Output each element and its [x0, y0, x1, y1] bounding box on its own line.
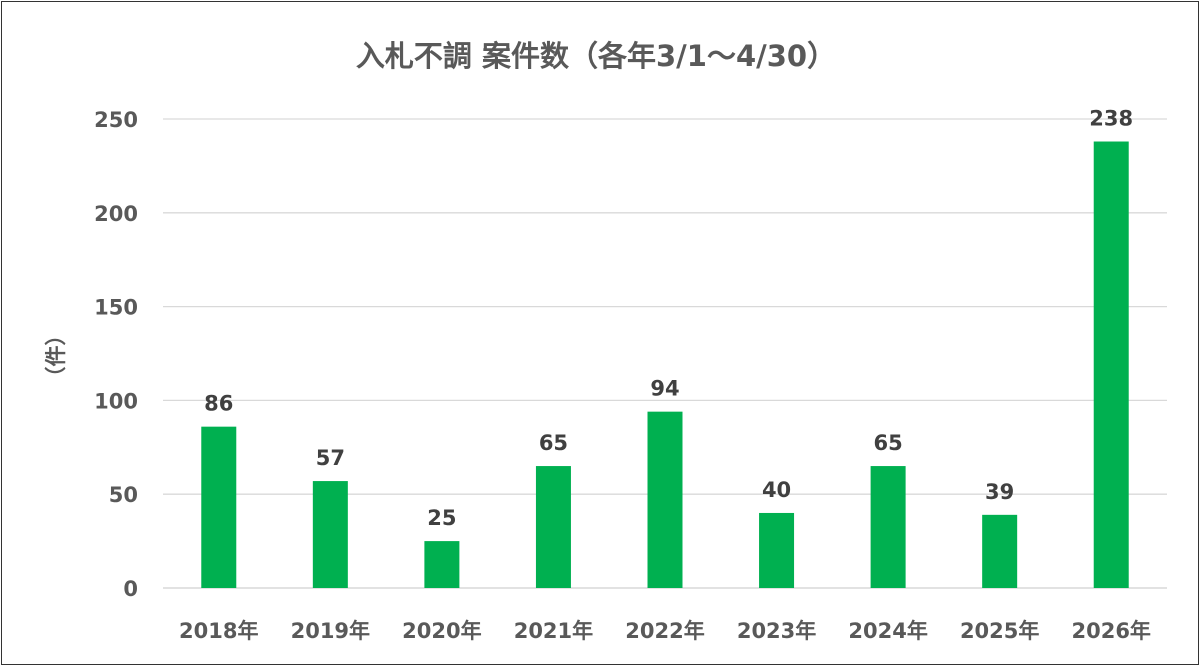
y-tick-label: 150 — [94, 296, 138, 320]
y-tick-label: 50 — [109, 483, 138, 507]
y-tick-label: 100 — [94, 389, 138, 413]
bar — [982, 514, 1018, 588]
x-tick-label: 2026年 — [1071, 619, 1150, 643]
data-labels: 86 57 25 65 94 40 65 39 238 — [204, 107, 1133, 531]
data-label: 86 — [204, 392, 233, 416]
x-tick-label: 2018年 — [179, 619, 258, 643]
data-label: 94 — [650, 377, 679, 401]
y-axis-ticks: 0 50 100 150 200 250 — [94, 108, 138, 601]
bar — [312, 481, 348, 588]
x-tick-label: 2024年 — [848, 619, 927, 643]
bar — [759, 512, 795, 588]
y-tick-label: 250 — [94, 108, 138, 132]
data-label: 65 — [539, 431, 568, 455]
x-tick-label: 2020年 — [402, 619, 481, 643]
x-tick-label: 2021年 — [514, 619, 593, 643]
data-label: 39 — [985, 480, 1014, 504]
y-tick-label: 200 — [94, 202, 138, 226]
bar — [647, 411, 683, 588]
data-label: 57 — [316, 446, 345, 470]
x-tick-label: 2023年 — [737, 619, 816, 643]
data-label: 25 — [427, 506, 456, 530]
y-axis-label: （件） — [44, 325, 68, 388]
bar — [424, 541, 460, 588]
bar — [870, 466, 906, 588]
bar — [1093, 141, 1129, 588]
chart-title: 入札不調 案件数（各年3/1～4/30） — [356, 39, 836, 73]
bar — [535, 466, 571, 588]
x-axis-ticks: 2018年 2019年 2020年 2021年 2022年 2023年 2024年 2025年… — [179, 619, 1151, 643]
x-tick-label: 2022年 — [625, 619, 704, 643]
bars — [201, 141, 1129, 588]
data-label: 40 — [762, 478, 791, 502]
data-label: 65 — [873, 431, 902, 455]
x-tick-label: 2025年 — [960, 619, 1039, 643]
x-tick-label: 2019年 — [291, 619, 370, 643]
bar — [201, 426, 237, 588]
y-tick-label: 0 — [123, 577, 138, 601]
data-label: 238 — [1089, 107, 1133, 131]
